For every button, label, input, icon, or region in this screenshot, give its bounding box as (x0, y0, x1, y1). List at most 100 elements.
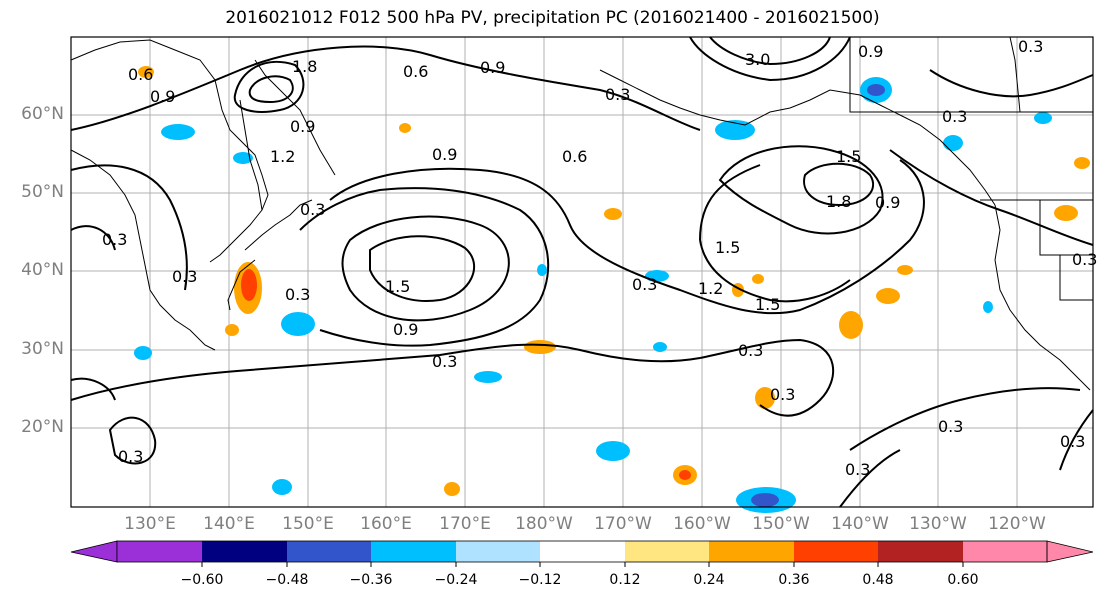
contour-1.5-east (718, 145, 884, 235)
precip-blob (752, 274, 764, 284)
lon-label: 130°W (909, 514, 967, 534)
contour-label: 1.5 (836, 147, 861, 166)
contour-label: 1.2 (270, 147, 295, 166)
contour-label: 0.6 (562, 147, 587, 166)
colorbar-tick-label: −0.24 (434, 572, 478, 588)
coastlines (70, 36, 1093, 391)
contour-label: 0.3 (1072, 250, 1097, 269)
contour-label: 0.6 (403, 62, 428, 81)
precip-blob (233, 152, 253, 164)
precip-blob (138, 66, 154, 78)
contour-label: 0.9 (290, 117, 315, 136)
contour-0.3-west (70, 164, 188, 291)
lon-label: 140°E (203, 514, 255, 534)
contour-label: 0.3 (1018, 37, 1043, 56)
precip-blob (474, 371, 502, 383)
contour-3.0-inner (709, 36, 831, 66)
contour-0.3-ne (929, 69, 1094, 98)
precip-blob (867, 84, 885, 96)
precip-blob (134, 346, 152, 360)
precip-blob (897, 265, 913, 275)
contour-label: 0.3 (1060, 432, 1085, 451)
precip-blob (751, 493, 779, 507)
colorbar-bin (371, 541, 456, 562)
precip-blob (983, 301, 993, 313)
lat-label: 30°N (21, 339, 64, 359)
map-title: 2016021012 F012 500 hPa PV, precipitatio… (225, 8, 880, 28)
lon-label: 130°E (124, 514, 176, 534)
contour-0.9-south (299, 187, 550, 347)
precip-blob (225, 324, 239, 336)
contour-label: 1.5 (385, 277, 410, 296)
contour-1.8-closed (233, 60, 305, 113)
contour-0.3-loop (699, 338, 834, 417)
contour-label: 1.5 (715, 238, 740, 257)
colorbar-tick-label: 0.12 (609, 572, 641, 588)
colorbar-tick-label: 0.60 (947, 572, 979, 588)
precip-blob (679, 470, 691, 480)
colorbar-tick-label: 0.24 (693, 572, 725, 588)
pv-contours (70, 36, 1094, 508)
precip-blob (537, 264, 547, 276)
colorbar (70, 540, 1094, 567)
contour-label: 0.3 (432, 352, 457, 371)
contour-label: 0.3 (102, 230, 127, 249)
lon-label: 160°E (360, 514, 412, 534)
colorbar-tick-label: −0.36 (349, 572, 393, 588)
contour-0.9-mid (329, 159, 925, 315)
colorbar-bin (287, 541, 371, 562)
contour-labels: 0.6 0.9 1.8 0.6 0.9 0.3 0.3 3.0 0.9 0.3 … (102, 37, 1097, 479)
contour-1.2-east (699, 164, 851, 303)
contour-label: 0.3 (770, 385, 795, 404)
sakhalin (239, 99, 263, 211)
contour-1.5-inner (369, 235, 476, 302)
japan-kyushu (227, 259, 256, 311)
contour-label: 0.3 (172, 267, 197, 286)
contour-label: 0.3 (632, 275, 657, 294)
lon-label: 140°W (831, 514, 889, 534)
contour-0.3-sw (108, 416, 157, 465)
contour-3.0-top (689, 36, 851, 82)
precip-blob (272, 479, 292, 495)
state-border (1059, 255, 1093, 301)
colorbar-frame (116, 540, 1048, 563)
colorbar-bin (625, 541, 709, 562)
lon-label: 160°W (673, 514, 731, 534)
contour-label: 0.9 (858, 42, 883, 61)
colorbar-bin (202, 541, 287, 562)
contour-label: 0.3 (300, 200, 325, 219)
lon-label: 170°E (439, 514, 491, 534)
contour-label: 0.9 (480, 58, 505, 77)
colorbar-extend-max (1046, 540, 1094, 563)
asia-coast (70, 39, 269, 263)
precip-blob (524, 340, 556, 354)
colorbar-bin (709, 541, 794, 562)
contour-label: 0.3 (738, 341, 763, 360)
precip-blob (596, 441, 630, 461)
contour-label: 0.9 (150, 87, 175, 106)
contour-0.9-ne (889, 149, 1094, 246)
colorbar-bin (540, 541, 625, 562)
contour-0.3-west-edge (70, 377, 116, 401)
contour-label: 0.9 (393, 320, 418, 339)
contour-label: 0.6 (128, 65, 153, 84)
colorbar-tick-label: −0.60 (180, 572, 224, 588)
colorbar-tick-label: 0.48 (862, 572, 894, 588)
contour-label: 0.3 (942, 107, 967, 126)
precip-blob (1074, 157, 1090, 169)
contour-label: 0.3 (938, 417, 963, 436)
contour-0.3-south (70, 343, 701, 401)
map-frame (70, 36, 1094, 508)
precip-blob (839, 311, 863, 339)
contour-0.3-far-west (70, 225, 116, 251)
nwt-border (1009, 36, 1021, 113)
precip-blob (444, 482, 460, 496)
contour-label: 1.5 (755, 295, 780, 314)
precip-blob (943, 135, 963, 151)
contour-0.3-se2 (1059, 409, 1094, 471)
contour-1.5-closed (341, 215, 510, 322)
contour-label: 0.9 (875, 193, 900, 212)
contour-inner-closed (248, 75, 294, 104)
contour-1.8-east (803, 162, 875, 207)
